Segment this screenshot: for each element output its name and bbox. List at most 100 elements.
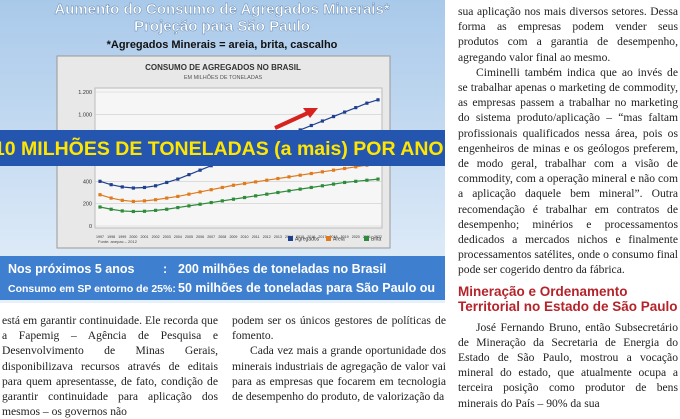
legend-label: Areia	[333, 237, 345, 243]
point	[165, 180, 169, 185]
point	[176, 177, 180, 181]
x-tick-label: 2006	[196, 235, 204, 239]
point	[354, 106, 358, 110]
point	[320, 170, 324, 174]
x-tick-label: 2002	[152, 235, 160, 239]
point	[209, 188, 213, 192]
chart-source: Fonte: anepac – 2012	[98, 239, 138, 244]
point	[220, 199, 224, 203]
x-tick-label: 1997	[96, 235, 104, 239]
section-heading: Mineração e Ordenamento Territorial no E…	[458, 283, 678, 314]
point	[309, 185, 313, 190]
point	[131, 209, 135, 214]
point	[343, 166, 347, 171]
point	[109, 196, 113, 200]
point	[287, 175, 291, 179]
x-tick-label: 2004	[174, 235, 182, 239]
point	[142, 209, 147, 213]
point	[198, 202, 202, 206]
point	[254, 180, 258, 184]
y-tick-label: 400	[83, 179, 92, 185]
x-tick-label: 2009	[229, 235, 237, 239]
point	[276, 190, 280, 195]
figure-title: Projeção para São Paulo	[134, 18, 310, 35]
legend-swatch	[326, 236, 331, 241]
banner-text: 10 MILHÕES DE TONELADAS (a mais) POR ANO…	[0, 136, 445, 160]
point	[131, 186, 135, 190]
point	[298, 173, 302, 177]
point	[198, 168, 202, 172]
summary-box	[0, 256, 445, 300]
point	[142, 199, 147, 203]
legend-label: Brita	[371, 237, 382, 243]
summary-sep: :	[163, 262, 167, 276]
arrow-head	[303, 108, 318, 118]
point	[343, 180, 347, 185]
point	[165, 207, 169, 211]
x-tick-label: 2019	[341, 235, 349, 239]
point	[109, 207, 113, 211]
x-tick-label: 2011	[252, 235, 260, 239]
summary-value: 200 milhões de toneladas no Brasil	[178, 262, 386, 276]
point	[287, 189, 291, 193]
point	[198, 190, 202, 194]
point	[154, 184, 158, 188]
point	[331, 114, 336, 119]
point	[320, 119, 324, 123]
point	[98, 193, 102, 197]
chart-title: CONSUMO DE AGREGADOS NO BRASIL	[145, 63, 301, 72]
point	[309, 123, 313, 128]
point	[242, 195, 247, 200]
paragraph: Ciminelli também indica que ao invés de …	[458, 65, 678, 277]
x-tick-label: 2012	[263, 235, 271, 239]
y-tick-label: 0	[89, 224, 92, 230]
point	[354, 165, 358, 169]
summary-label: Nos próximos 5 anos	[8, 262, 134, 276]
x-tick-label: 2022	[374, 235, 382, 239]
y-tick-label: 1.200	[78, 90, 92, 96]
point	[98, 179, 102, 183]
paragraph: está em garantir continuidade. Ele recor…	[2, 314, 218, 419]
x-tick-label: 2015	[296, 235, 304, 239]
legend-swatch	[288, 236, 293, 241]
x-tick-label: 2008	[218, 235, 226, 239]
paragraph: sua aplicação nos mais diversos setores.…	[458, 5, 678, 64]
point	[365, 101, 369, 105]
point	[309, 171, 313, 176]
point	[298, 187, 302, 191]
x-tick-label: 2005	[185, 235, 193, 239]
summary-label: Consumo em SP entorno de 25%:	[8, 283, 176, 295]
point	[142, 185, 147, 190]
chart-subtitle: EM MILHÕES DE TONELADAS	[184, 74, 263, 81]
x-tick-label: 2018	[330, 235, 338, 239]
point	[331, 182, 336, 186]
paragraph: Cada vez mais a grande oportunidade dos …	[232, 344, 446, 404]
arrow	[274, 110, 311, 130]
figure-footnote: *Agregados Minerais = areia, brita, casc…	[107, 39, 338, 51]
line-series	[99, 162, 379, 203]
point	[320, 184, 324, 188]
point	[109, 183, 113, 187]
point	[298, 128, 302, 132]
point	[165, 196, 169, 200]
x-tick-label: 2013	[274, 235, 282, 239]
point	[231, 197, 236, 201]
legend-label: Agregados	[295, 237, 320, 243]
point	[231, 183, 236, 187]
point	[120, 185, 124, 189]
x-tick-label: 2001	[140, 235, 148, 239]
point	[242, 181, 247, 186]
middle-column: podem ser os únicos gestores de política…	[232, 313, 446, 404]
legend-swatch	[364, 236, 369, 241]
x-tick-label: 2016	[307, 235, 315, 239]
point	[154, 208, 158, 212]
paragraph: José Fernando Bruno, então Subsecretário…	[458, 320, 678, 410]
x-tick-label: 2020	[352, 235, 360, 239]
left-column: está em garantir continuidade. Ele recor…	[2, 313, 218, 419]
y-tick-label: 1.000	[78, 112, 92, 118]
point	[176, 194, 180, 199]
point	[187, 173, 191, 177]
x-tick-label: 2017	[318, 235, 326, 239]
point	[343, 110, 347, 114]
